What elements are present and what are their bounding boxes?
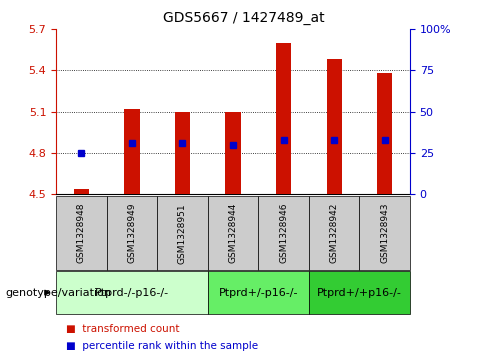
- Text: GSM1328948: GSM1328948: [77, 203, 86, 264]
- Text: GSM1328949: GSM1328949: [127, 203, 137, 264]
- Bar: [175, 111, 190, 194]
- Text: GSM1328946: GSM1328946: [279, 203, 288, 264]
- Text: GSM1328943: GSM1328943: [380, 203, 389, 264]
- Bar: [124, 109, 140, 194]
- Bar: [326, 59, 342, 194]
- Bar: [276, 43, 291, 194]
- Text: ■  transformed count: ■ transformed count: [66, 323, 180, 334]
- Text: Ptprd+/+p16-/-: Ptprd+/+p16-/-: [317, 287, 402, 298]
- Bar: [377, 73, 392, 194]
- Bar: [225, 111, 241, 194]
- Text: GSM1328951: GSM1328951: [178, 203, 187, 264]
- Text: GSM1328942: GSM1328942: [329, 203, 339, 264]
- Text: Ptprd-/-p16-/-: Ptprd-/-p16-/-: [95, 287, 169, 298]
- Text: genotype/variation: genotype/variation: [5, 287, 111, 298]
- Bar: [74, 189, 89, 194]
- Text: GDS5667 / 1427489_at: GDS5667 / 1427489_at: [163, 11, 325, 25]
- Text: GSM1328944: GSM1328944: [228, 203, 238, 264]
- Text: Ptprd+/-p16-/-: Ptprd+/-p16-/-: [219, 287, 298, 298]
- Text: ■  percentile rank within the sample: ■ percentile rank within the sample: [66, 340, 258, 351]
